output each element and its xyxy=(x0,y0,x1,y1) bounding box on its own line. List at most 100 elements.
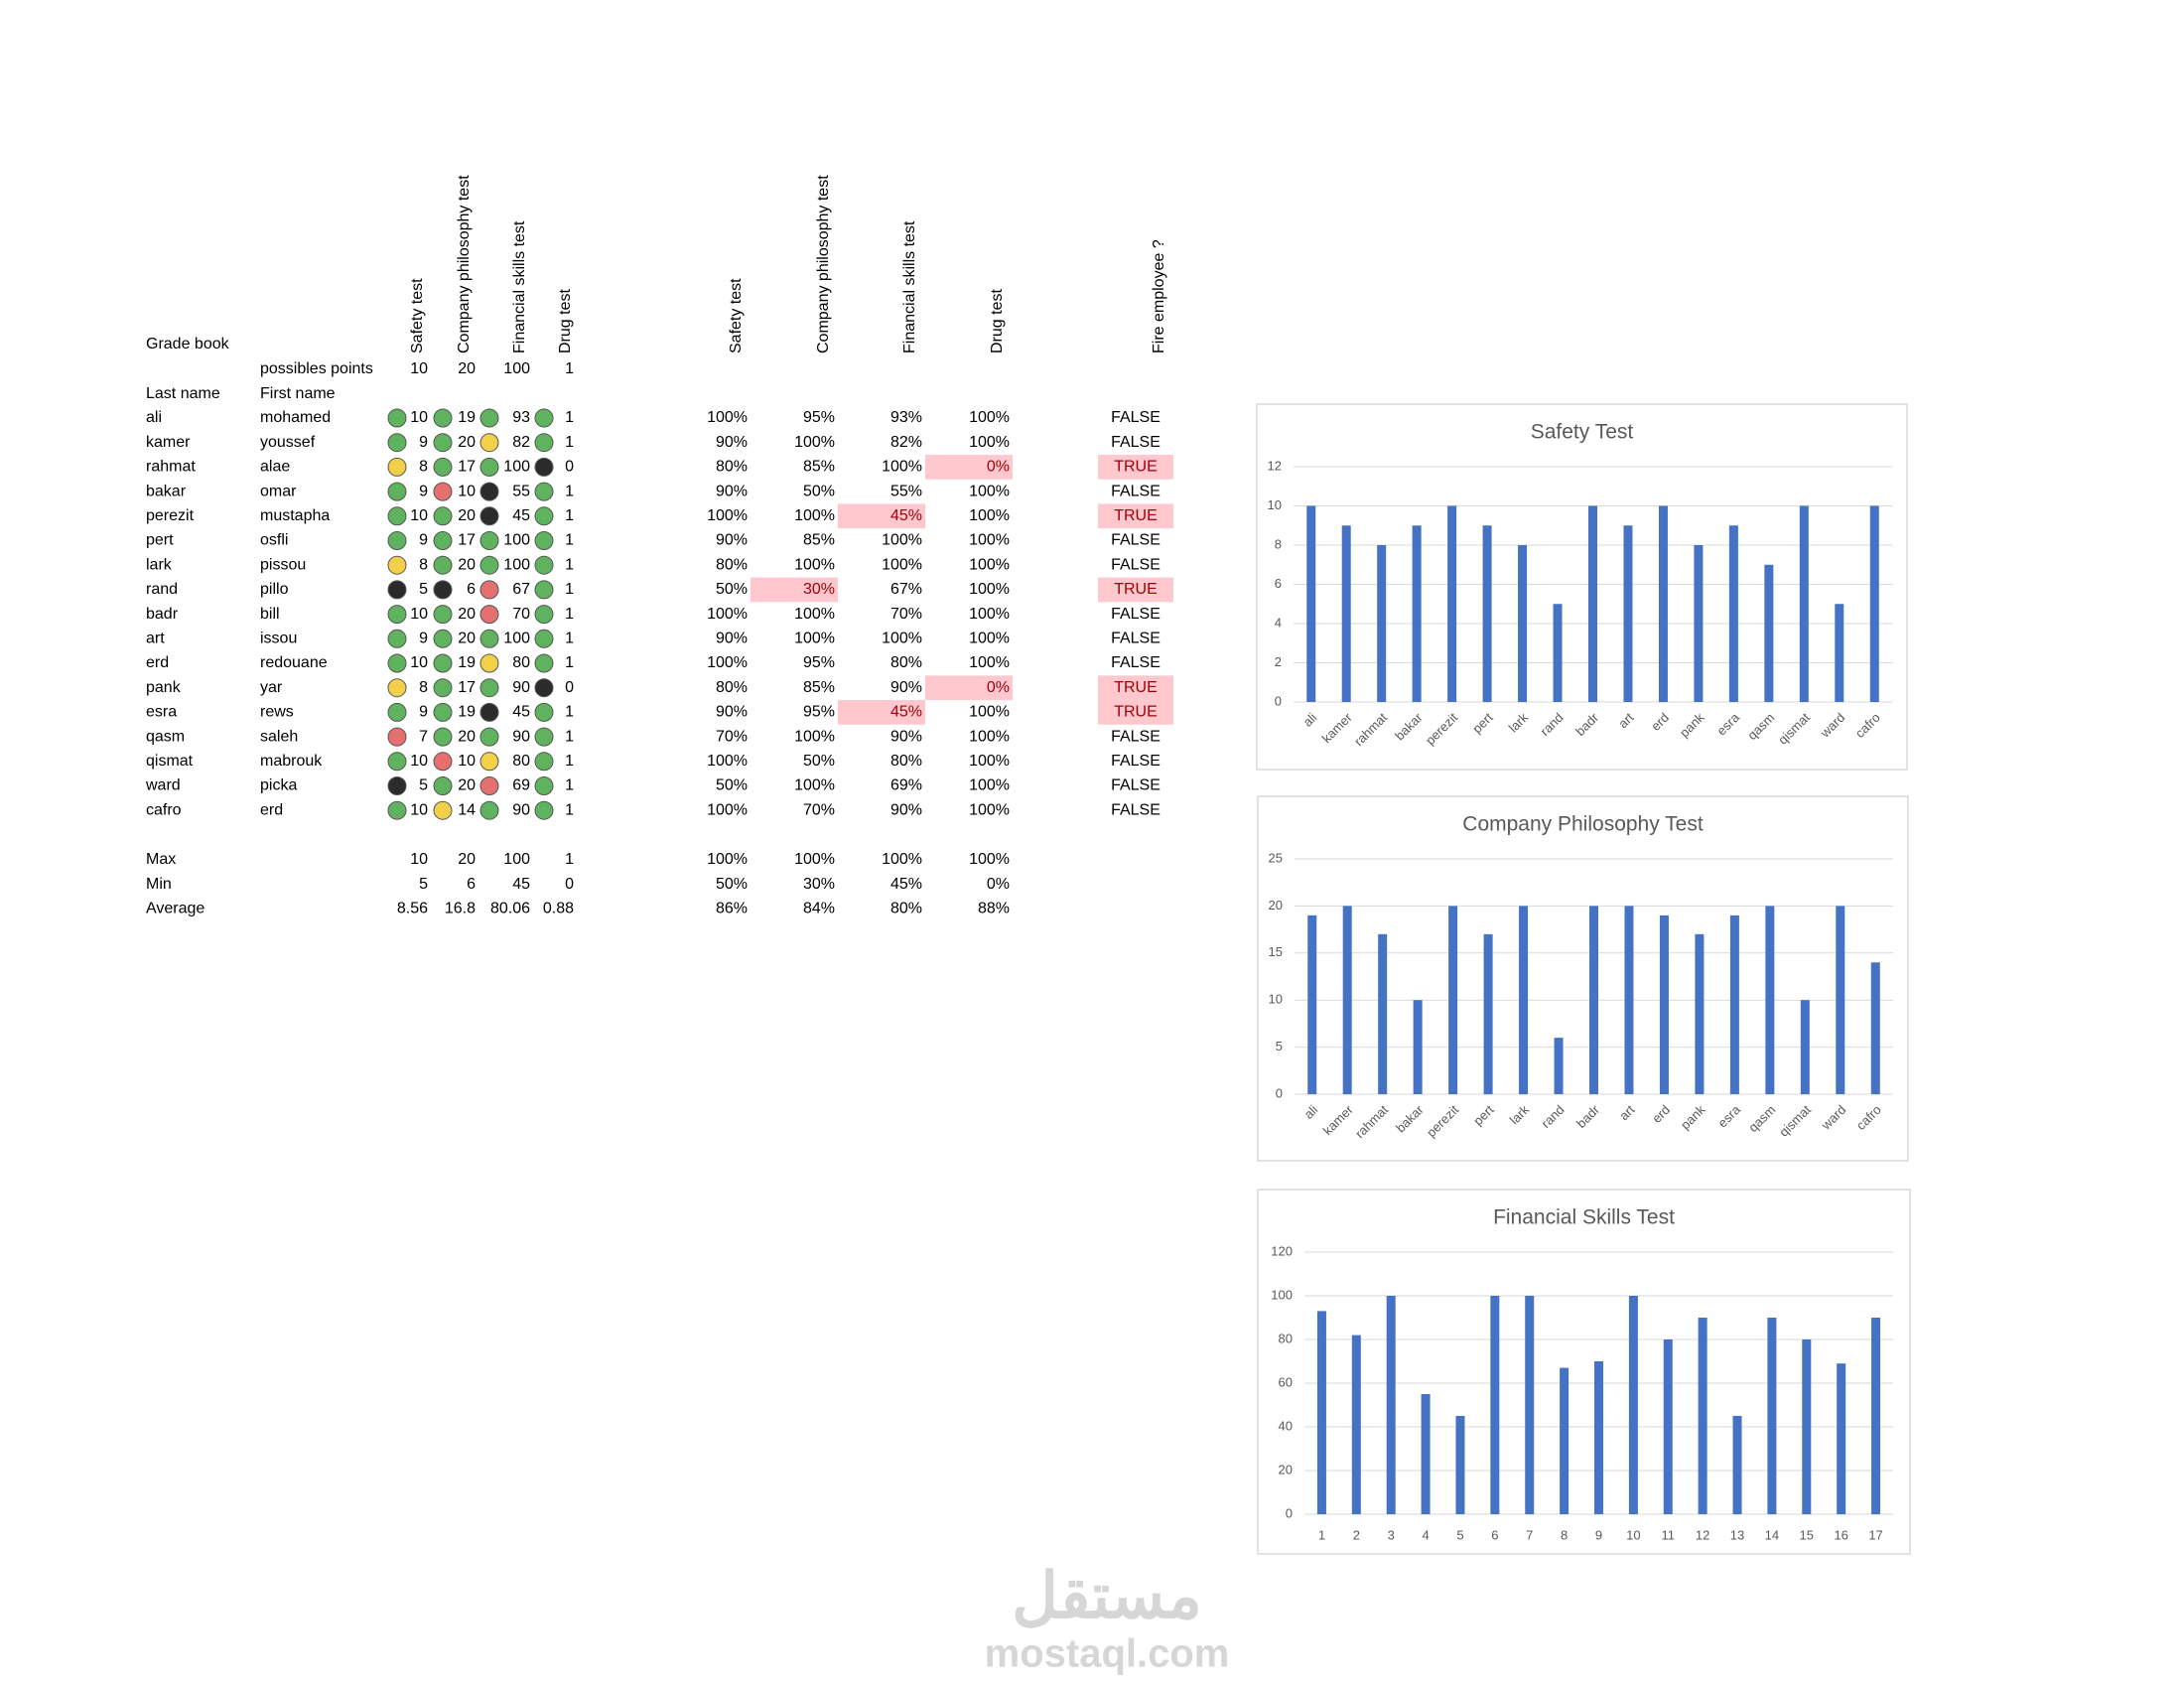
percent: 55% xyxy=(890,483,922,499)
percent: 50% xyxy=(716,777,748,794)
bar xyxy=(1698,1318,1707,1514)
fire-flag: FALSE xyxy=(1111,777,1160,794)
score: 10 xyxy=(458,753,476,770)
percent: 45% xyxy=(890,704,922,721)
status-icon xyxy=(387,506,407,526)
status-icon xyxy=(534,506,554,526)
fire-flag: FALSE xyxy=(1111,631,1160,647)
percent: 100% xyxy=(794,507,835,524)
status-icon xyxy=(433,702,453,722)
bar xyxy=(1837,1363,1846,1514)
chart-title: Safety Test xyxy=(1531,421,1634,444)
score: 90 xyxy=(512,801,530,818)
score: 19 xyxy=(458,409,476,426)
percent: 80% xyxy=(716,459,748,476)
x-tick-label: 9 xyxy=(1595,1527,1602,1542)
score: 7 xyxy=(419,728,428,745)
first-name: pissou xyxy=(260,556,306,573)
status-icon xyxy=(534,433,554,453)
status-icon xyxy=(387,727,407,747)
fire-flag: FALSE xyxy=(1111,434,1160,451)
percent: 100% xyxy=(882,532,922,549)
percent: 100% xyxy=(707,507,748,524)
status-icon xyxy=(479,457,499,477)
bar xyxy=(1802,1339,1812,1514)
fire-flag: TRUE xyxy=(1114,704,1158,721)
possible-points: 100 xyxy=(503,360,530,377)
column-header: Fire employee ? xyxy=(1151,239,1167,353)
bar xyxy=(1448,906,1458,1094)
bar xyxy=(1421,1394,1431,1514)
status-icon xyxy=(534,727,554,747)
first-name: alae xyxy=(260,459,290,476)
bar xyxy=(1525,1296,1535,1514)
y-tick-label: 4 xyxy=(1275,615,1282,630)
y-tick-label: 25 xyxy=(1269,850,1283,865)
score: 10 xyxy=(410,409,428,426)
percent: 95% xyxy=(803,654,835,671)
status-icon xyxy=(479,482,499,501)
y-tick-label: 20 xyxy=(1279,1462,1293,1477)
summary-score: 6 xyxy=(467,876,476,893)
score: 20 xyxy=(458,434,476,451)
first-name: rews xyxy=(260,704,294,721)
score: 55 xyxy=(512,483,530,499)
first-name: youssef xyxy=(260,434,316,451)
percent: 95% xyxy=(803,409,835,426)
status-icon xyxy=(534,752,554,772)
percent: 100% xyxy=(969,801,1010,818)
highlight-cell xyxy=(1098,675,1173,701)
first-name: erd xyxy=(260,801,283,818)
bar xyxy=(1490,1296,1500,1514)
x-tick-label: 12 xyxy=(1696,1527,1709,1542)
x-tick-label: 16 xyxy=(1834,1527,1847,1542)
first-name: saleh xyxy=(260,728,298,745)
column-header: Financial skills test xyxy=(511,220,528,353)
status-icon xyxy=(387,605,407,625)
summary-percent: 100% xyxy=(707,851,748,868)
score: 1 xyxy=(565,581,574,598)
status-icon xyxy=(534,605,554,625)
score: 1 xyxy=(565,654,574,671)
score: 10 xyxy=(410,507,428,524)
bar xyxy=(1306,505,1316,702)
percent: 90% xyxy=(716,434,748,451)
score: 10 xyxy=(410,654,428,671)
y-tick-label: 40 xyxy=(1279,1418,1293,1433)
percent: 90% xyxy=(890,728,922,745)
column-header: Company philosophy test xyxy=(456,175,473,353)
status-icon xyxy=(387,531,407,550)
status-icon xyxy=(387,776,407,795)
bar xyxy=(1764,564,1774,702)
score: 93 xyxy=(512,409,530,426)
bar xyxy=(1412,525,1422,702)
y-tick-label: 120 xyxy=(1271,1243,1293,1258)
score: 1 xyxy=(565,483,574,499)
percent: 45% xyxy=(890,507,922,524)
score: 1 xyxy=(565,606,574,623)
status-icon xyxy=(387,800,407,820)
percent: 100% xyxy=(969,631,1010,647)
status-icon xyxy=(534,653,554,673)
x-tick-label: 6 xyxy=(1491,1527,1498,1542)
bar xyxy=(1624,906,1634,1094)
percent: 50% xyxy=(716,581,748,598)
bar xyxy=(1767,1318,1777,1514)
score: 14 xyxy=(458,801,476,818)
y-tick-label: 60 xyxy=(1279,1374,1293,1389)
status-icon xyxy=(534,408,554,428)
fire-flag: FALSE xyxy=(1111,728,1160,745)
possible-points: 10 xyxy=(410,360,428,377)
status-icon xyxy=(387,580,407,600)
y-tick-label: 15 xyxy=(1269,944,1283,959)
status-icon xyxy=(387,433,407,453)
bar xyxy=(1483,933,1493,1094)
first-name: yar xyxy=(260,679,283,696)
status-icon xyxy=(479,776,499,795)
column-header: Safety test xyxy=(728,278,745,353)
status-icon xyxy=(433,433,453,453)
status-icon xyxy=(479,727,499,747)
first-name: omar xyxy=(260,483,297,499)
y-tick-label: 5 xyxy=(1276,1039,1283,1054)
